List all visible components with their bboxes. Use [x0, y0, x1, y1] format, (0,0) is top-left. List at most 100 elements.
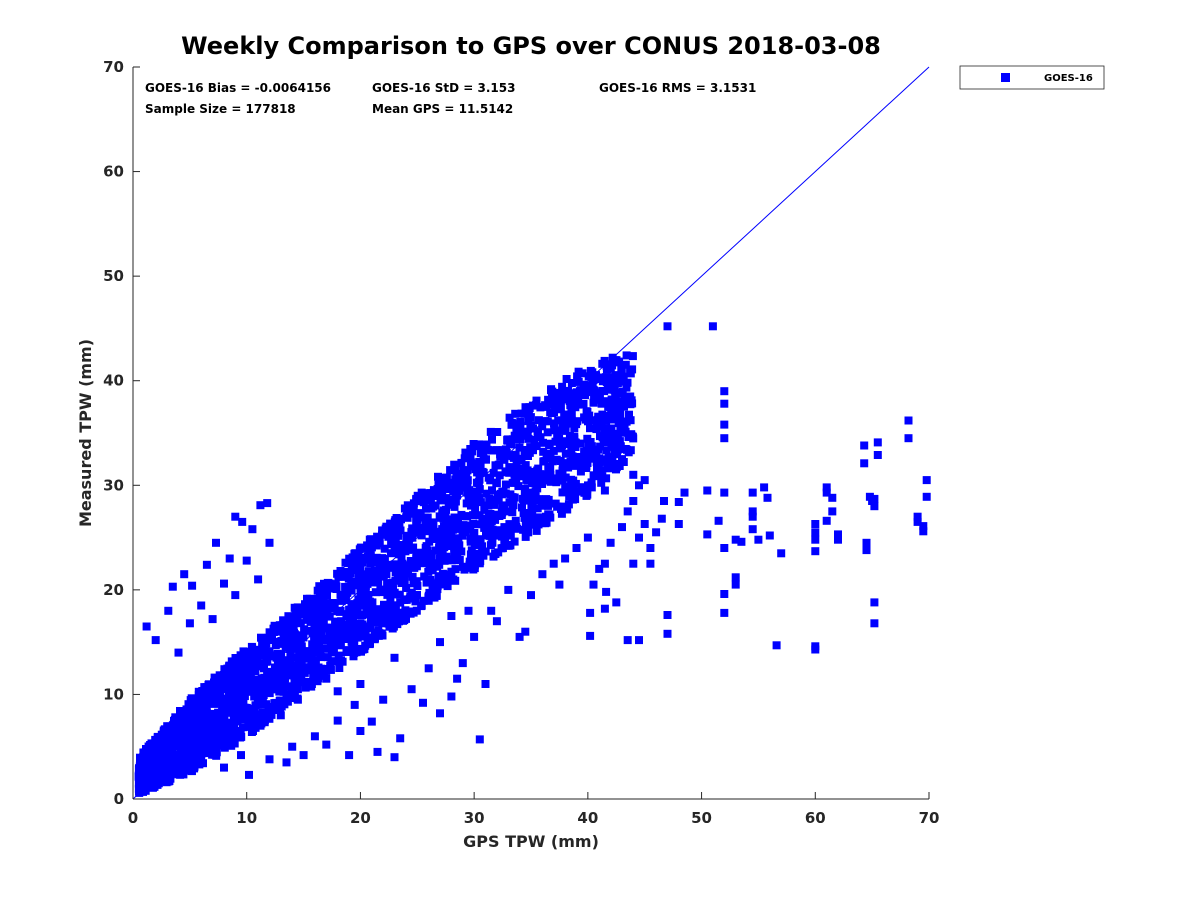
scatter-point: [174, 648, 183, 657]
scatter-point: [412, 562, 421, 571]
scatter-point: [540, 470, 549, 479]
scatter-point: [862, 546, 871, 555]
scatter-point: [151, 636, 160, 645]
scatter-point: [495, 461, 504, 470]
scatter-point: [365, 608, 374, 617]
scatter-point: [315, 641, 324, 650]
scatter-point: [680, 488, 689, 497]
scatter-point: [714, 516, 723, 525]
scatter-point: [613, 450, 622, 459]
scatter-point: [405, 545, 414, 554]
scatter-point: [495, 471, 504, 480]
scatter-point: [720, 399, 729, 408]
y-tick-label: 10: [103, 685, 124, 703]
scatter-point: [438, 545, 446, 554]
scatter-point: [270, 663, 279, 672]
scatter-point: [237, 751, 245, 760]
scatter-point: [720, 488, 729, 497]
scatter-point: [270, 652, 279, 661]
scatter-point: [276, 696, 285, 705]
scatter-point: [389, 585, 397, 594]
scatter-point: [822, 488, 831, 497]
scatter-point: [460, 525, 469, 533]
scatter-point: [422, 542, 431, 551]
scatter-point: [531, 487, 540, 496]
scatter-point: [544, 495, 553, 504]
scatter-point: [435, 540, 444, 549]
scatter-point: [366, 559, 375, 568]
scatter-point: [191, 758, 200, 767]
scatter-point: [212, 538, 220, 547]
scatter-density-layer: [134, 351, 638, 797]
scatter-point: [538, 422, 547, 431]
scatter-point: [598, 410, 607, 419]
scatter-point: [544, 463, 553, 471]
scatter-point: [208, 615, 217, 624]
scatter-point: [137, 758, 146, 767]
x-tick-label: 30: [464, 809, 485, 827]
y-tick-label: 0: [114, 790, 124, 808]
scatter-point: [748, 512, 757, 521]
scatter-point: [343, 559, 352, 567]
scatter-point: [606, 364, 615, 373]
scatter-point: [601, 397, 610, 406]
scatter-point: [293, 685, 302, 694]
scatter-point: [160, 761, 169, 770]
scatter-point: [616, 423, 625, 432]
scatter-point: [447, 692, 456, 701]
scatter-point: [395, 526, 404, 535]
scatter-point: [210, 699, 219, 708]
scatter-point: [506, 531, 515, 540]
scatter-point: [466, 534, 475, 543]
scatter-point: [588, 377, 597, 386]
scatter-point: [333, 716, 342, 725]
scatter-point: [579, 400, 588, 408]
scatter-point: [361, 631, 370, 640]
scatter-point: [436, 709, 444, 718]
scatter-point: [234, 665, 243, 674]
scatter-point: [391, 568, 400, 577]
scatter-point: [536, 477, 545, 486]
scatter-point: [425, 565, 434, 574]
scatter-point: [541, 401, 550, 410]
scatter-point: [165, 764, 174, 773]
scatter-point: [518, 503, 526, 512]
scatter-point: [502, 467, 511, 476]
scatter-point: [609, 403, 618, 412]
scatter-point: [373, 605, 382, 614]
scatter-point: [546, 470, 555, 479]
scatter-point: [660, 497, 668, 505]
scatter-point: [567, 416, 576, 425]
scatter-point: [227, 741, 236, 750]
scatter-point: [486, 427, 495, 436]
scatter-point: [573, 372, 582, 381]
scatter-point: [264, 705, 273, 713]
scatter-point: [576, 439, 585, 448]
scatter-point: [222, 733, 231, 742]
scatter-point: [482, 489, 491, 498]
scatter-point: [504, 507, 512, 516]
scatter-point: [436, 532, 444, 541]
scatter-point: [424, 520, 433, 528]
scatter-point: [142, 622, 151, 631]
legend-label-goes-16: GOES-16: [1044, 73, 1093, 84]
scatter-point: [219, 715, 227, 724]
scatter-point: [138, 774, 147, 783]
scatter-point: [534, 495, 543, 504]
scatter-point: [231, 591, 240, 600]
scatter-point: [470, 632, 479, 641]
scatter-point: [254, 575, 263, 584]
scatter-point: [405, 505, 414, 514]
scatter-point: [329, 627, 338, 635]
scatter-point: [412, 606, 421, 615]
scatter-point: [176, 745, 185, 754]
scatter-point: [583, 459, 592, 467]
scatter-point: [623, 636, 632, 645]
scatter-point: [344, 646, 353, 655]
scatter-point: [516, 435, 525, 444]
scatter-point: [500, 501, 509, 510]
y-tick-label: 60: [103, 163, 124, 181]
scatter-point: [320, 579, 328, 588]
scatter-point: [225, 662, 234, 671]
scatter-point: [663, 611, 672, 619]
